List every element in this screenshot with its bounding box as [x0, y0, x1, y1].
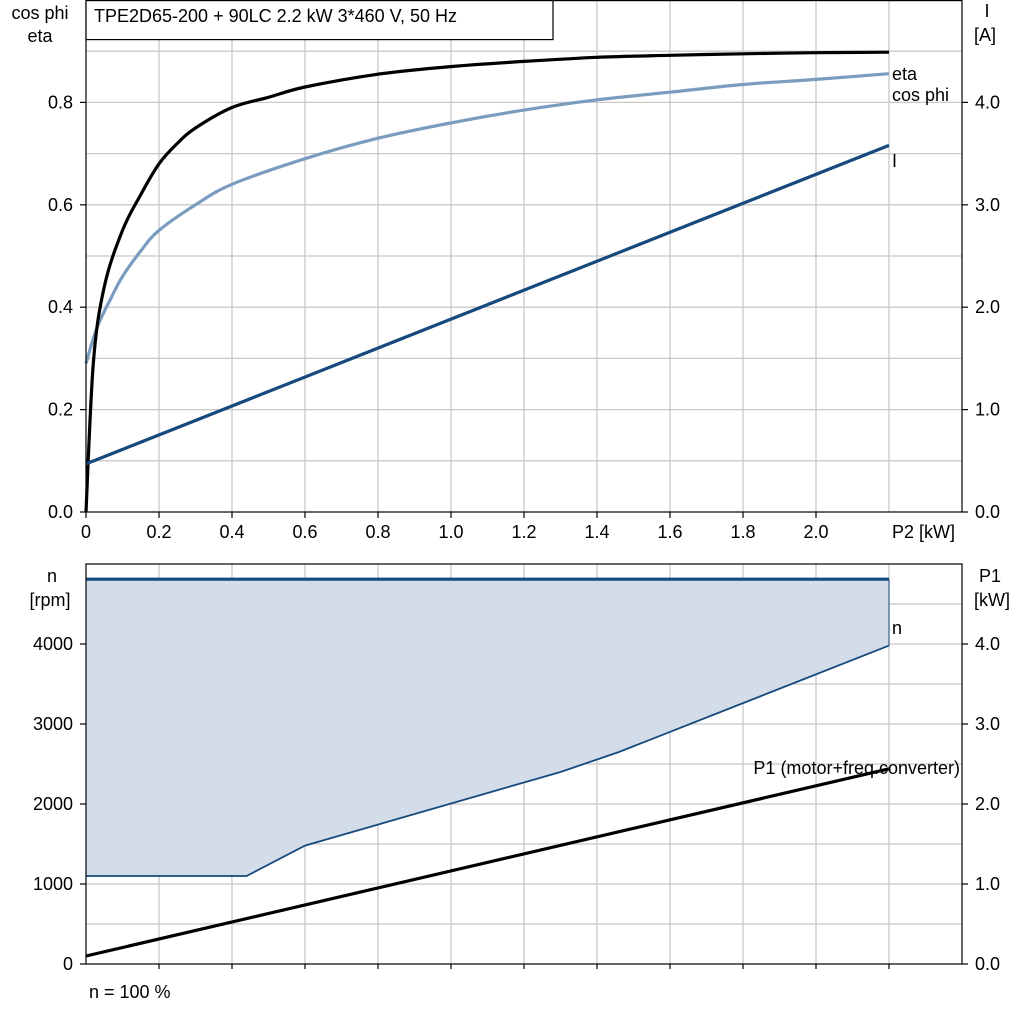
x-tick-label: 0.4: [219, 522, 244, 542]
y-left-tick-label: 0: [63, 954, 73, 974]
x-tick-label: 1.8: [730, 522, 755, 542]
x-tick-label: 1.0: [438, 522, 463, 542]
y-right-tick-label: 2.0: [975, 794, 1000, 814]
y-right-tick-label: 0.0: [975, 502, 1000, 522]
y-right-axis-label: I: [984, 1, 989, 21]
x-axis-label: P2 [kW]: [892, 522, 955, 542]
series-n-min-line: [86, 644, 890, 877]
series-eta-line: [84, 50, 890, 513]
x-tick-label: 0.8: [365, 522, 390, 542]
x-tick-label: 1.4: [584, 522, 609, 542]
y-left-axis-label: n: [47, 566, 57, 586]
x-tick-label: 2.0: [803, 522, 828, 542]
chart-title-box: [85, 0, 554, 41]
series-n-label: n: [892, 618, 902, 638]
y-right-tick-label: 0.0: [975, 954, 1000, 974]
y-left-tick-label: 2000: [33, 794, 73, 814]
x-tick-label: 0.6: [292, 522, 317, 542]
y-right-axis-label: [A]: [974, 25, 996, 45]
x-tick-label: 0.2: [146, 522, 171, 542]
series-current-line: [85, 143, 890, 466]
y-right-tick-label: 1.0: [975, 400, 1000, 420]
y-left-tick-label: 1000: [33, 874, 73, 894]
speed-range-area: [86, 579, 889, 876]
x-tick-label: 1.6: [657, 522, 682, 542]
series-p1-label: P1 (motor+freq.converter): [753, 758, 960, 778]
y-right-tick-label: 4.0: [975, 634, 1000, 654]
y-right-tick-label: 4.0: [975, 92, 1000, 112]
footnote: n = 100 %: [89, 982, 171, 1002]
y-right-tick-label: 2.0: [975, 297, 1000, 317]
series-cos-phi-line: [84, 72, 890, 364]
y-left-tick-label: 0.4: [48, 297, 73, 317]
x-tick-label: 0: [81, 522, 91, 542]
series-current-label: I: [892, 151, 897, 171]
y-left-tick-label: 3000: [33, 714, 73, 734]
y-left-axis-label: cos phi: [11, 3, 68, 23]
chart-title: TPE2D65-200 + 90LC 2.2 kW 3*460 V, 50 Hz: [94, 6, 457, 26]
y-right-axis-label: [kW]: [974, 590, 1010, 610]
series-cos-phi-label: cos phi: [892, 85, 949, 105]
y-left-axis-label: eta: [27, 26, 53, 46]
y-left-tick-label: 0.2: [48, 400, 73, 420]
y-left-tick-label: 0.6: [48, 195, 73, 215]
y-right-tick-label: 1.0: [975, 874, 1000, 894]
series-eta-label: eta: [892, 64, 918, 84]
x-tick-label: 1.2: [511, 522, 536, 542]
y-left-tick-label: 0.8: [48, 92, 73, 112]
y-left-axis-label: [rpm]: [29, 590, 70, 610]
y-right-axis-label: P1: [979, 566, 1001, 586]
y-left-tick-label: 4000: [33, 634, 73, 654]
y-right-tick-label: 3.0: [975, 714, 1000, 734]
series-p1-line: [85, 767, 890, 958]
y-left-tick-label: 0.0: [48, 502, 73, 522]
y-right-tick-label: 3.0: [975, 195, 1000, 215]
